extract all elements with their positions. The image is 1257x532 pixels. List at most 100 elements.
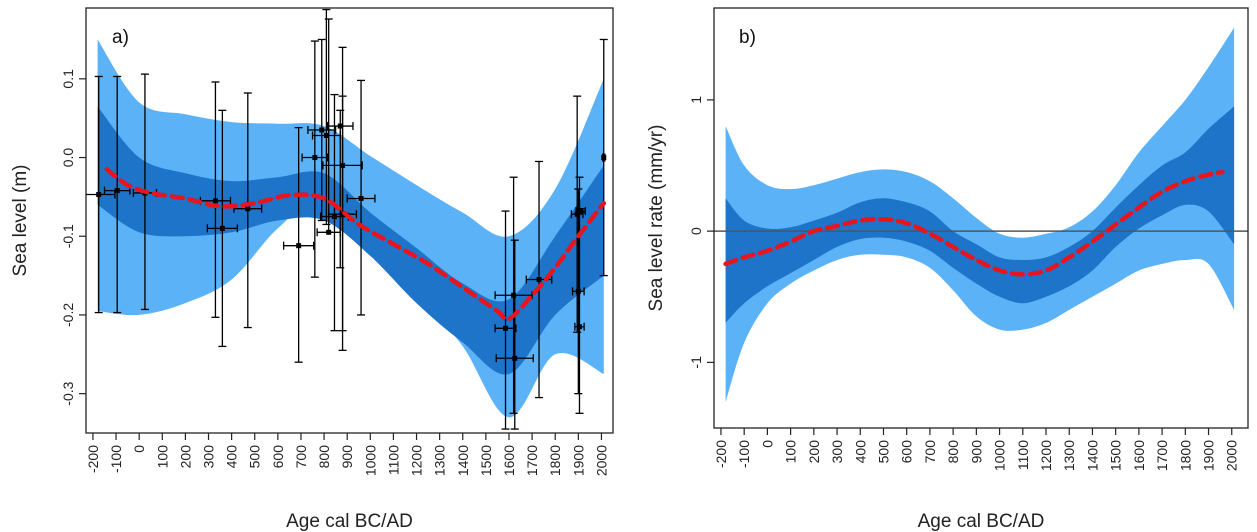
x-tick-label: 2000 (593, 445, 609, 476)
x-tick-label: 600 (270, 445, 286, 469)
x-tick-label: 1600 (501, 445, 517, 476)
x-axis-label: Age cal BC/AD (918, 511, 1045, 532)
panel-a-sea-level: -200 -100 0 100 200 300 400 500 600 700 800 900 1000… (10, 7, 614, 532)
plot-area (714, 27, 1248, 402)
x-tick-label: 1100 (385, 445, 401, 475)
data-point-17 (494, 176, 533, 414)
x-tick-label: 1100 (1015, 440, 1031, 470)
data-point-21 (571, 188, 585, 395)
data-point-5 (233, 92, 263, 329)
x-tick-label: 900 (339, 445, 355, 469)
panel-label: a) (112, 27, 129, 48)
x-tick-label: 0 (131, 445, 147, 453)
x-tick-label: 2000 (1224, 440, 1240, 471)
x-tick-label: 1000 (992, 440, 1008, 471)
plot-frame (713, 7, 1249, 429)
y-tick-label: 0.1 (60, 69, 76, 89)
y-axis-label: Sea level (m) (10, 165, 31, 277)
x-tick-label: 100 (154, 445, 170, 469)
data-point-marker (574, 211, 580, 217)
data-point-marker (323, 133, 329, 138)
x-tick-label: 1800 (547, 445, 563, 476)
x-tick-label: -200 (713, 440, 729, 468)
x-axis-label: Age cal BC/AD (286, 511, 413, 532)
data-point-16 (494, 210, 517, 430)
x-tick-label: 1500 (1108, 440, 1124, 471)
x-tick-label: -100 (736, 440, 752, 468)
data-point-24 (599, 38, 608, 277)
data-point-23 (575, 207, 586, 216)
x-tick-label: 0 (759, 440, 775, 448)
data-point-marker (511, 292, 517, 298)
data-point-3 (199, 81, 232, 318)
x-tick-label: 600 (899, 440, 915, 464)
y-tick-label: -0.3 (60, 381, 76, 405)
mean-curve (723, 169, 1225, 277)
y-tick-label: 0 (688, 227, 704, 235)
x-tick-label: 1800 (1177, 440, 1193, 471)
data-point-4 (206, 109, 239, 348)
x-tick-label: 1400 (1084, 440, 1100, 471)
x-tick-label: 1200 (1038, 440, 1054, 471)
panel-b-sea-level-rate: -200 -100 0 100 200 300 400 500 600 700 800 900 1000… (646, 7, 1249, 532)
data-point-marker (337, 123, 343, 129)
data-point-1 (103, 75, 131, 314)
x-tick-label: 1900 (1201, 440, 1217, 471)
x-tick-label: 700 (293, 445, 309, 469)
x-tick-label: 500 (875, 440, 891, 464)
x-tick-label: 100 (783, 440, 799, 464)
data-point-22 (574, 176, 585, 414)
data-point-marker (578, 208, 584, 214)
x-tick-label: 200 (177, 445, 193, 469)
x-tick-label: -200 (85, 445, 101, 473)
data-point-18 (495, 239, 534, 430)
x-tick-label: 400 (852, 440, 868, 464)
y-tick-label: 0.0 (60, 148, 76, 168)
x-tick-label: 400 (224, 445, 240, 469)
x-tick-label: 1900 (570, 445, 586, 476)
y-axis-label: Sea level rate (mm/yr) (646, 125, 667, 312)
x-tick-label: 1400 (455, 445, 471, 476)
x-tick-label: 800 (945, 440, 961, 464)
data-point-marker (245, 206, 251, 212)
data-point-marker (326, 229, 332, 235)
y-tick-label: 1 (688, 96, 704, 104)
data-point-marker (331, 214, 337, 220)
y-tick-label: -0.2 (60, 303, 76, 327)
data-point-marker (601, 155, 607, 161)
x-tick-label: 1300 (1061, 440, 1077, 471)
x-tick-label: 1500 (478, 445, 494, 476)
x-tick-label: -100 (108, 445, 124, 473)
data-point-marker (114, 188, 120, 194)
panel-label: b) (739, 27, 756, 48)
data-point-marker (296, 243, 302, 249)
mean-curve (104, 167, 607, 322)
x-tick-label: 300 (829, 440, 845, 464)
x-tick-label: 900 (968, 440, 984, 464)
data-point-marker (536, 277, 542, 283)
x-tick-label: 1200 (409, 445, 425, 476)
x-tick-label: 1300 (432, 445, 448, 476)
data-point-marker (96, 192, 102, 198)
x-tick-label: 1600 (1131, 440, 1147, 471)
data-point-marker (212, 198, 218, 204)
x-tick-label: 700 (922, 440, 938, 464)
data-point-marker (312, 155, 318, 161)
data-point-marker (319, 127, 325, 133)
y-tick-label: -1 (688, 356, 704, 369)
x-tick-label: 800 (316, 445, 332, 469)
data-point-marker (219, 225, 225, 231)
x-tick-label: 200 (806, 440, 822, 464)
data-point-marker (576, 324, 582, 330)
plot-frame (85, 7, 614, 434)
data-point-15 (346, 79, 376, 316)
x-tick-label: 300 (201, 445, 217, 469)
x-tick-label: 500 (247, 445, 263, 469)
data-point-7 (301, 40, 329, 278)
data-point-marker (358, 195, 364, 201)
plot-area (86, 8, 608, 430)
data-point-marker (575, 288, 581, 294)
data-point-marker (503, 325, 509, 331)
y-tick-label: -0.1 (60, 224, 76, 248)
x-tick-label: 1700 (1154, 440, 1170, 471)
